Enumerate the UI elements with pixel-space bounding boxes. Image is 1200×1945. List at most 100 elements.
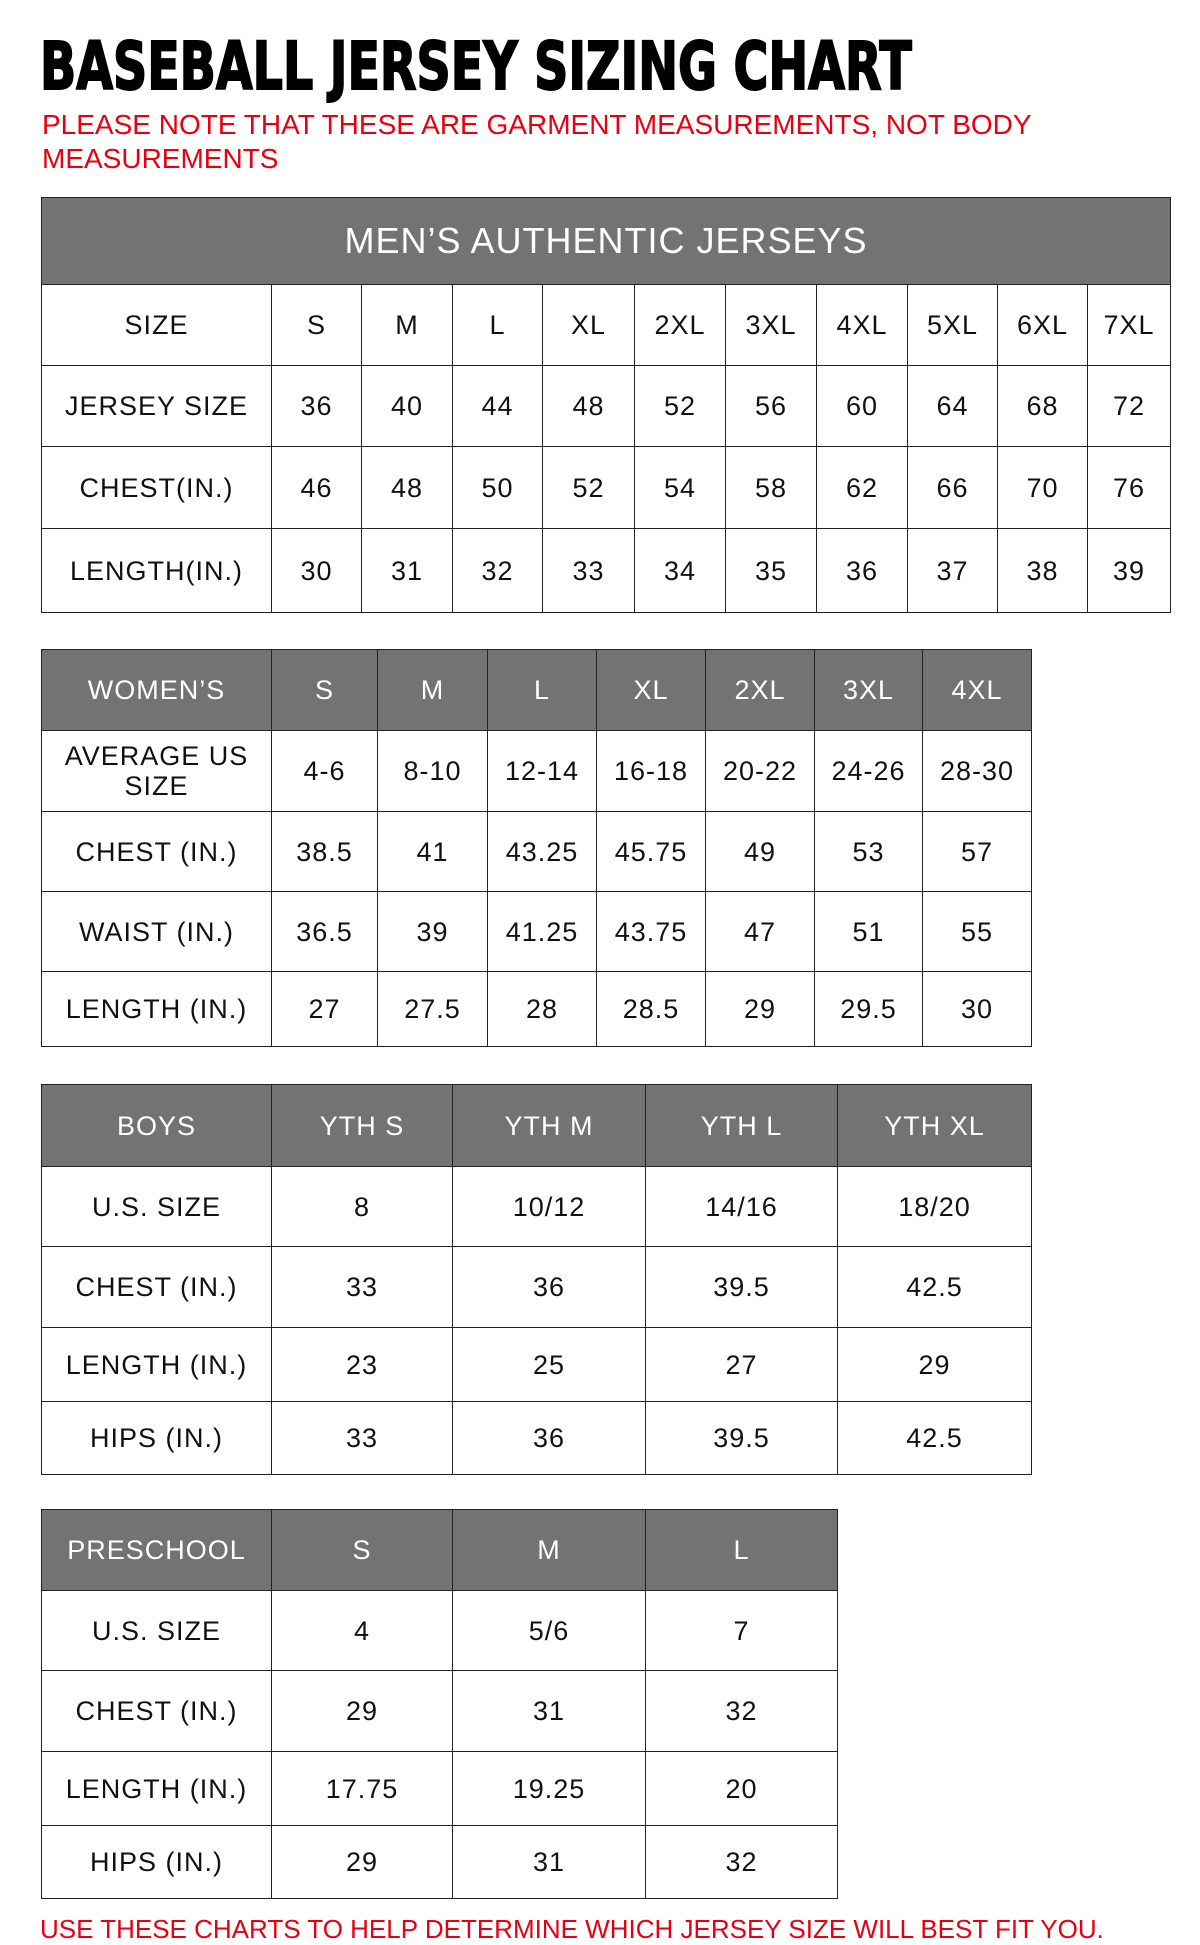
header-size-cell: YTH L [646,1085,838,1167]
table-cell: 58 [726,447,817,529]
footer-note: USE THESE CHARTS TO HELP DETERMINE WHICH… [40,1914,1104,1944]
mens-table-banner: MEN’S AUTHENTIC JERSEYS [42,198,1171,285]
table-cell: 42.5 [838,1247,1032,1328]
row-label-cell: JERSEY SIZE [42,366,272,447]
table-cell: 32 [453,529,543,613]
header-size-cell: 4XL [817,285,908,366]
header-size-cell: YTH S [272,1085,453,1167]
header-label-cell: WOMEN’S [42,650,272,731]
header-size-cell: YTH M [453,1085,646,1167]
header-size-cell: S [272,285,362,366]
header-size-cell: 5XL [908,285,998,366]
table-cell: 28.5 [597,972,706,1047]
table-cell: 27 [646,1328,838,1402]
table-cell: 62 [817,447,908,529]
header-size-cell: 2XL [635,285,726,366]
table-cell: 38 [998,529,1088,613]
header-size-cell: S [272,1510,453,1591]
header-size-cell: XL [543,285,635,366]
table-cell: 34 [635,529,726,613]
table-cell: 38.5 [272,812,378,892]
table-cell: 16-18 [597,731,706,812]
table-cell: 44 [453,366,543,447]
table-cell: 56 [726,366,817,447]
header-size-cell: YTH XL [838,1085,1032,1167]
table-cell: 31 [362,529,453,613]
table-cell: 53 [815,812,923,892]
table-cell: 10/12 [453,1167,646,1247]
header-label-cell: SIZE [42,285,272,366]
table-cell: 52 [635,366,726,447]
table-cell: 29 [272,1671,453,1752]
boys-table: BOYS YTH S YTH M YTH L YTH XL U.S. SIZE 8 10/12… [41,1084,1032,1475]
header-size-cell: 3XL [815,650,923,731]
table-cell: 36 [817,529,908,613]
page-title: BASEBALL JERSEY SIZING CHART [39,27,912,106]
table-cell: 28 [488,972,597,1047]
garment-measurement-note: PLEASE NOTE THAT THESE ARE GARMENT MEASU… [42,109,1032,174]
table-cell: 32 [646,1826,838,1899]
header-label-cell: PRESCHOOL [42,1510,272,1591]
table-cell: 45.75 [597,812,706,892]
row-label-cell: U.S. SIZE [42,1167,272,1247]
table-cell: 39 [1088,529,1171,613]
table-cell: 33 [272,1247,453,1328]
table-cell: 33 [272,1402,453,1475]
table-cell: 19.25 [453,1752,646,1826]
header-size-cell: L [488,650,597,731]
table-cell: 42.5 [838,1402,1032,1475]
table-cell: 28-30 [923,731,1032,812]
table-cell: 43.75 [597,892,706,972]
mens-authentic-jerseys-table: MEN’S AUTHENTIC JERSEYS SIZE S M L XL 2XL 3XL 4… [41,197,1171,613]
table-cell: 8 [272,1167,453,1247]
row-label-cell: LENGTH (IN.) [42,1752,272,1826]
row-label-cell: HIPS (IN.) [42,1826,272,1899]
header-size-cell: M [362,285,453,366]
header-label-cell: BOYS [42,1085,272,1167]
row-label-cell: CHEST (IN.) [42,812,272,892]
table-cell: 29 [272,1826,453,1899]
table-cell: 36 [272,366,362,447]
table-cell: 12-14 [488,731,597,812]
header-size-cell: 4XL [923,650,1032,731]
table-cell: 14/16 [646,1167,838,1247]
table-cell: 40 [362,366,453,447]
table-cell: 55 [923,892,1032,972]
table-cell: 4 [272,1591,453,1671]
table-cell: 48 [362,447,453,529]
table-cell: 8-10 [378,731,488,812]
preschool-table: PRESCHOOL S M L U.S. SIZE 4 5/6 7 CHEST (IN.) 29 3… [41,1509,838,1899]
table-cell: 29 [706,972,815,1047]
header-size-cell: S [272,650,378,731]
table-cell: 52 [543,447,635,529]
table-cell: 31 [453,1671,646,1752]
row-label-cell: AVERAGE US SIZE [42,731,272,812]
table-cell: 20 [646,1752,838,1826]
table-cell: 32 [646,1671,838,1752]
row-label-cell: CHEST(IN.) [42,447,272,529]
row-label-cell: LENGTH (IN.) [42,1328,272,1402]
table-cell: 60 [817,366,908,447]
table-cell: 31 [453,1826,646,1899]
table-cell: 36 [453,1247,646,1328]
table-cell: 39.5 [646,1402,838,1475]
table-cell: 57 [923,812,1032,892]
header-size-cell: M [378,650,488,731]
table-cell: 30 [923,972,1032,1047]
table-cell: 41 [378,812,488,892]
table-cell: 37 [908,529,998,613]
table-cell: 50 [453,447,543,529]
header-size-cell: 7XL [1088,285,1171,366]
table-cell: 36.5 [272,892,378,972]
table-cell: 33 [543,529,635,613]
row-label-cell: CHEST (IN.) [42,1671,272,1752]
table-cell: 18/20 [838,1167,1032,1247]
table-cell: 39.5 [646,1247,838,1328]
row-label-cell: LENGTH (IN.) [42,972,272,1047]
table-cell: 36 [453,1402,646,1475]
header-size-cell: XL [597,650,706,731]
table-cell: 51 [815,892,923,972]
table-cell: 72 [1088,366,1171,447]
table-cell: 35 [726,529,817,613]
table-cell: 5/6 [453,1591,646,1671]
